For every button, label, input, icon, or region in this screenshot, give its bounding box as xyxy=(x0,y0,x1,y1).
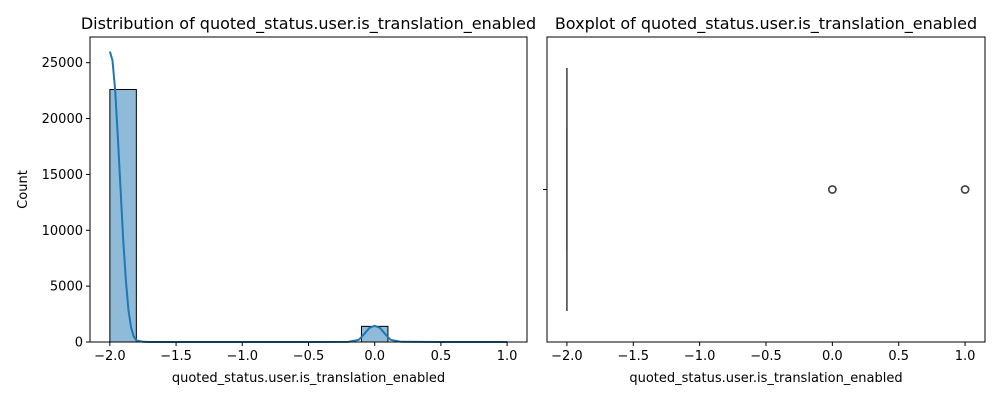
histogram-y-tick-label: 15000 xyxy=(42,168,83,183)
histogram-x-tick-label: −1.5 xyxy=(160,349,192,364)
histogram-x-tick-label: −2.0 xyxy=(94,349,126,364)
boxplot-x-ticks: −2.0 −1.5 −1.0 −0.5 0.0 0.5 1.0 xyxy=(551,342,975,364)
boxplot-x-tick-label: 0.0 xyxy=(822,349,843,364)
boxplot-marks xyxy=(566,68,970,311)
boxplot-plot-area xyxy=(547,37,985,342)
boxplot-chart: −2.0 −1.5 −1.0 −0.5 0.0 0.5 1.0 Boxplot of quo… xyxy=(543,14,986,386)
histogram-bar xyxy=(109,89,137,343)
histogram-x-ticks: −2.0 −1.5 −1.0 −0.5 0.0 0.5 1.0 xyxy=(94,342,517,364)
boxplot-x-axis-label: quoted_status.user.is_translation_enable… xyxy=(629,371,902,386)
histogram-x-tick-label: −0.5 xyxy=(293,349,325,364)
histogram-title: Distribution of quoted_status.user.is_tr… xyxy=(81,14,536,34)
histogram-x-tick-label: 1.0 xyxy=(497,349,518,364)
boxplot-x-tick-label: −1.0 xyxy=(684,349,716,364)
histogram-y-axis-label: Count xyxy=(16,170,31,209)
boxplot-x-tick-label: −1.5 xyxy=(617,349,649,364)
boxplot-outlier-point xyxy=(960,185,970,194)
boxplot-x-tick-label: 1.0 xyxy=(955,349,976,364)
histogram-y-ticks: 0 5000 10000 15000 20000 25000 xyxy=(42,56,90,351)
boxplot-x-tick-label: 0.5 xyxy=(888,349,909,364)
histogram-y-tick-label: 20000 xyxy=(42,112,83,127)
histogram-x-tick-label: −1.0 xyxy=(226,349,258,364)
histogram-x-tick-label: 0.5 xyxy=(431,349,452,364)
histogram-y-tick-label: 10000 xyxy=(42,224,83,239)
histogram-chart: −2.0 −1.5 −1.0 −0.5 0.0 0.5 1.0 0 5000 10000 1500… xyxy=(16,14,536,386)
histogram-x-axis-label: quoted_status.user.is_translation_enable… xyxy=(172,371,445,386)
histogram-y-tick-label: 5000 xyxy=(50,280,83,295)
histogram-y-tick-label: 25000 xyxy=(42,56,83,71)
boxplot-x-tick-label: −0.5 xyxy=(750,349,782,364)
boxplot-outlier-point xyxy=(827,185,837,194)
histogram-plot-area xyxy=(90,37,527,342)
histogram-x-tick-label: 0.0 xyxy=(364,349,385,364)
boxplot-title: Boxplot of quoted_status.user.is_transla… xyxy=(555,14,977,34)
histogram-y-tick-label: 0 xyxy=(75,336,83,351)
boxplot-x-tick-label: −2.0 xyxy=(551,349,583,364)
